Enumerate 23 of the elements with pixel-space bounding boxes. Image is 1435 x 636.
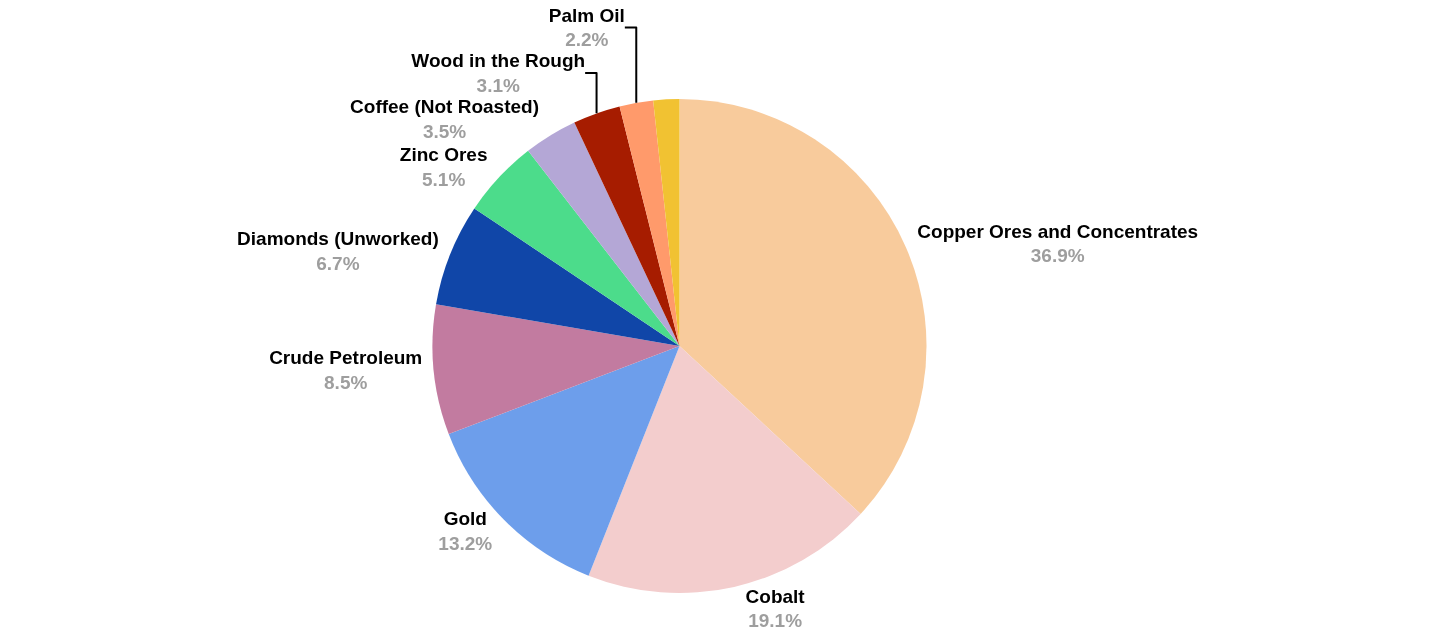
- data-label: 13.2%: [438, 532, 493, 554]
- data-label: 5.1%: [422, 168, 466, 190]
- pie-slice: [436, 208, 680, 346]
- data-label: 19.1%: [748, 610, 803, 632]
- slice-label: Cobalt: [745, 585, 806, 607]
- slice-label: Palm Oil: [548, 4, 625, 26]
- data-label: 3.1%: [476, 74, 520, 96]
- slice-label: Crude Petroleum: [269, 347, 423, 369]
- data-label: 3.5%: [422, 120, 467, 142]
- pie-slice: [653, 99, 680, 346]
- data-label: 6.7%: [316, 253, 360, 275]
- pie-slice: [574, 106, 680, 346]
- slice-label: Zinc Ores: [399, 144, 488, 165]
- slice-label: Wood in the Rough: [411, 50, 586, 72]
- slice-label: Diamonds (Unworked): [237, 228, 439, 250]
- slice-label: Coffee (Not Roasted): [350, 95, 540, 117]
- data-label: 2.2%: [565, 29, 609, 51]
- pie-slice: [432, 304, 680, 435]
- slice-label: Gold: [443, 507, 487, 529]
- data-label: 8.5%: [324, 372, 368, 394]
- data-label: 36.9%: [1030, 245, 1085, 267]
- slice-label: Copper Ores and Concentrates: [917, 220, 1199, 242]
- pie-slice: [528, 122, 680, 346]
